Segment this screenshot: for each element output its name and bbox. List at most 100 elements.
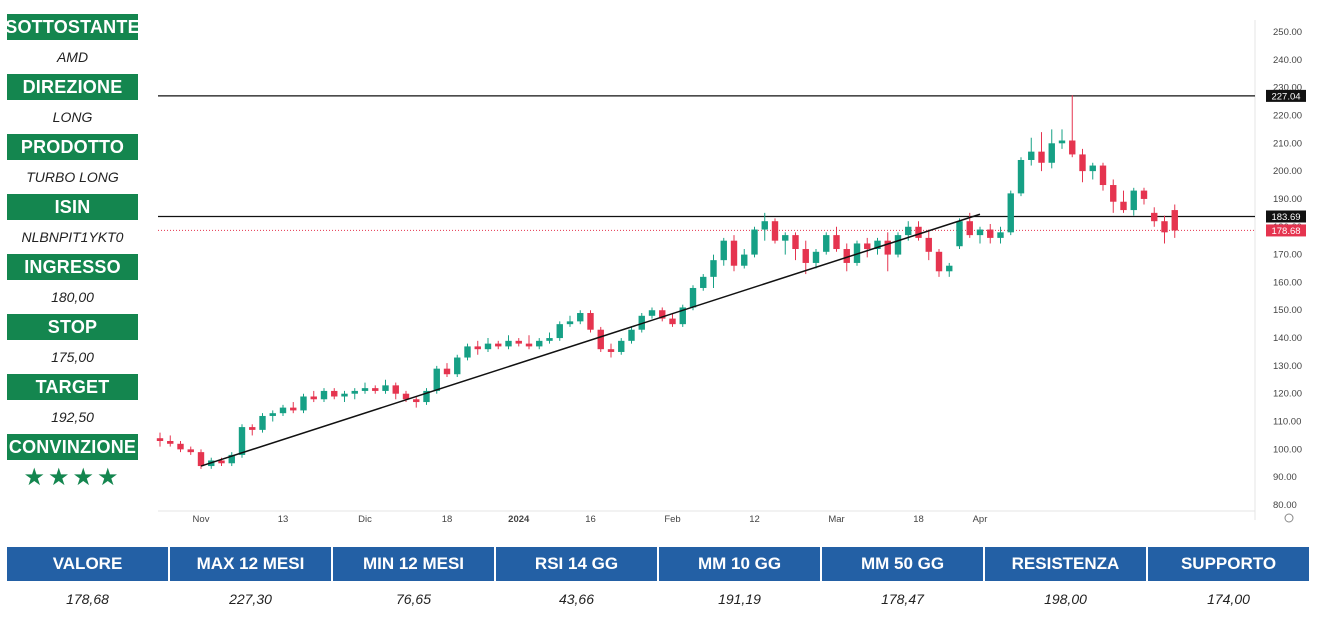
x-tick-label: Nov [193, 514, 210, 525]
candle-body [618, 340, 625, 352]
candle-body [1110, 185, 1117, 202]
header-resistenza: RESISTENZA [985, 547, 1146, 581]
header-mm-10-gg: MM 10 GG [659, 547, 820, 581]
candle-body [474, 346, 481, 350]
candle-body [156, 438, 164, 442]
header-max-12-mesi: MAX 12 MESI [170, 547, 331, 581]
y-tick-label: 160.00 [1273, 277, 1302, 288]
price-tag-label: 183.69 [1271, 212, 1300, 223]
value-rsi-14-gg: 43,66 [558, 591, 595, 607]
candle-body [628, 329, 635, 341]
header-mm-50-gg: MM 50 GG [822, 547, 983, 581]
candle-body [1161, 221, 1168, 233]
candle-body [464, 346, 471, 358]
label-ingresso: INGRESSO [7, 254, 138, 280]
candle-body [1058, 140, 1066, 144]
candle-body [259, 415, 266, 430]
candle-body [454, 357, 461, 375]
candle-body [853, 243, 861, 263]
candle-body [167, 441, 174, 444]
candle-body [833, 235, 840, 250]
y-tick-label: 90.00 [1273, 472, 1297, 483]
candle-body [884, 240, 891, 255]
candle-body [269, 413, 276, 416]
y-tick-label: 100.00 [1273, 444, 1302, 455]
candle-body [966, 221, 973, 236]
candle-body [843, 249, 850, 263]
candle-body [976, 229, 984, 236]
candle-body [413, 399, 420, 403]
candle-body [1028, 151, 1035, 160]
y-tick-label: 110.00 [1273, 417, 1301, 428]
candle-body [679, 307, 686, 325]
stats-header-row: VALORE MAX 12 MESI MIN 12 MESI RSI 14 GG… [7, 547, 1311, 581]
candle-body [812, 251, 820, 263]
y-tick-label: 250.00 [1273, 27, 1302, 38]
label-stop: STOP [7, 314, 138, 340]
header-rsi-14-gg: RSI 14 GG [496, 547, 657, 581]
price-tags: 227.04 183.69 178.68 [1266, 89, 1306, 237]
label-convinzione: CONVINZIONE [7, 434, 138, 460]
candle-body [515, 340, 522, 344]
side-panel: SOTTOSTANTE AMD DIREZIONE LONG PRODOTTO … [5, 14, 140, 494]
candle-body [997, 232, 1004, 238]
settings-gear-icon[interactable] [1284, 513, 1294, 523]
x-tick-label: 16 [585, 514, 596, 525]
candle-body [392, 385, 399, 394]
support-trendline [200, 213, 981, 467]
value-supporto: 174,00 [1207, 591, 1250, 607]
candle-body [1038, 151, 1045, 163]
candlesticks [156, 95, 1178, 469]
candle-body [361, 388, 369, 391]
candle-body [956, 221, 963, 247]
candle-body [1151, 212, 1158, 222]
candle-body [648, 310, 656, 316]
candle-body [710, 260, 717, 277]
candle-body [525, 343, 533, 347]
candle-body [987, 229, 994, 238]
candle-body [351, 390, 358, 394]
header-supporto: SUPPORTO [1148, 547, 1309, 581]
candle-body [1007, 193, 1014, 233]
chart-area [158, 14, 1313, 524]
candle-body [751, 229, 758, 255]
y-tick-label: 170.00 [1273, 250, 1302, 261]
value-min-12-mesi: 76,65 [395, 591, 432, 607]
x-tick-label: 12 [749, 514, 760, 525]
label-prodotto: PRODOTTO [7, 134, 138, 160]
x-tick-label: 13 [278, 514, 289, 525]
candle-body [290, 407, 297, 411]
y-tick-label: 80.00 [1273, 500, 1297, 511]
candle-body [566, 321, 574, 325]
candle-body [433, 368, 440, 391]
candle-body [372, 388, 379, 391]
y-tick-label: 240.00 [1273, 55, 1302, 66]
candle-body [864, 243, 871, 250]
candle-body [495, 343, 502, 347]
x-axis-ticks: Nov 13 Dic 18 2024 16 Feb 12 Mar 18 Apr [193, 514, 988, 525]
candle-body [669, 318, 676, 325]
candle-body [607, 349, 615, 352]
value-stop: 175,00 [51, 349, 94, 365]
candle-body [689, 287, 697, 308]
candle-body [761, 221, 768, 230]
candle-body [894, 235, 902, 255]
value-resistenza: 198,00 [1044, 591, 1087, 607]
y-tick-label: 150.00 [1273, 305, 1302, 316]
candle-body [771, 221, 779, 241]
candle-body [823, 235, 830, 252]
value-mm-10-gg: 191,19 [718, 591, 761, 607]
candle-body [238, 427, 246, 455]
y-tick-label: 190.00 [1273, 194, 1302, 205]
candle-body [331, 390, 338, 397]
price-tag-box [1266, 89, 1306, 102]
x-tick-label: 2024 [508, 514, 530, 525]
value-valore: 178,68 [66, 591, 109, 607]
candle-body [597, 329, 604, 350]
price-chart: 250.00 240.00 230.00 220.00 210.00 200.00 190.… [156, 14, 1313, 525]
value-ingresso: 180,00 [51, 289, 94, 305]
header-min-12-mesi: MIN 12 MESI [333, 547, 494, 581]
x-tick-label: Dic [358, 514, 372, 525]
candle-body [300, 396, 307, 411]
candle-body [741, 254, 748, 266]
